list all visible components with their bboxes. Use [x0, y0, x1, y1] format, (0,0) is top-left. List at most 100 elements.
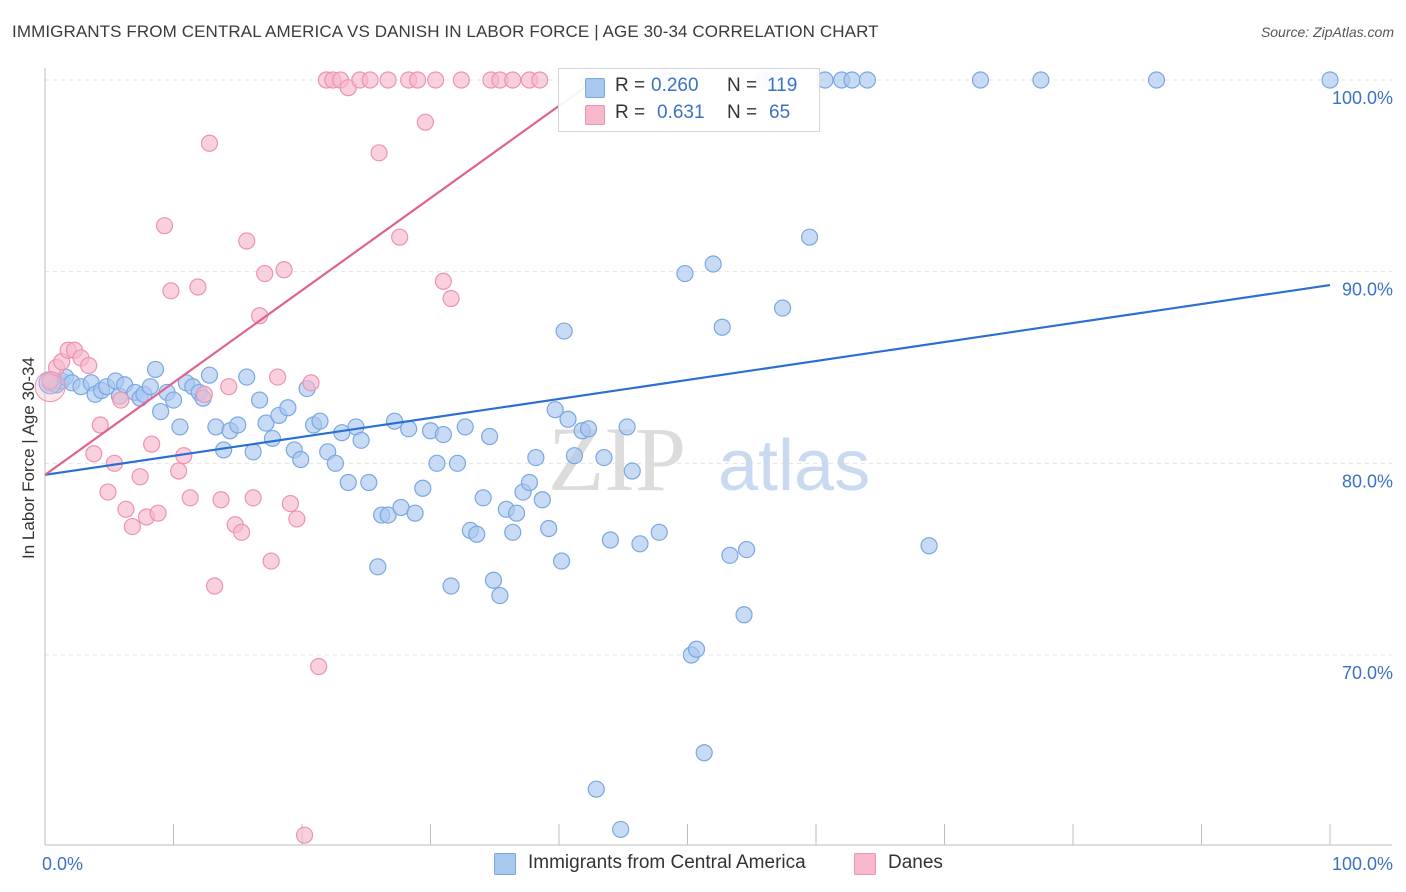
central-america-point: [504, 523, 522, 541]
legend-n-label: N =: [727, 75, 758, 96]
danes-point: [34, 371, 66, 403]
central-america-point: [352, 431, 370, 449]
danes-point: [416, 113, 434, 131]
legend-n-label: N =: [727, 102, 758, 123]
central-america-point: [238, 368, 256, 386]
central-america-point: [552, 552, 571, 570]
central-america-point: [631, 535, 649, 553]
central-america-point: [1032, 71, 1050, 89]
central-america-point: [843, 71, 861, 89]
y-tick-label: 90.0%: [1342, 280, 1393, 300]
danes-point: [181, 489, 199, 507]
central-america-point: [920, 537, 938, 555]
central-america-point: [546, 401, 564, 419]
central-america-point: [279, 399, 297, 417]
danes-point: [85, 445, 103, 463]
danes-point: [189, 278, 207, 296]
legend-r-value: 0.631: [657, 102, 705, 123]
bottom-legend-swatch-central-america: [494, 853, 516, 875]
central-america-point: [369, 558, 387, 576]
central-america-point: [257, 414, 275, 432]
central-america-point: [428, 454, 446, 472]
central-america-point: [721, 546, 739, 564]
legend-n-value: 119: [767, 75, 798, 96]
central-america-point: [200, 366, 219, 384]
central-america-point: [773, 299, 792, 317]
danes-point: [288, 510, 306, 528]
danes-point: [391, 228, 409, 246]
central-america-point: [474, 489, 492, 507]
legend-swatch-central-america: [585, 78, 605, 98]
legend-r-label: R =: [615, 102, 646, 123]
central-america-point: [695, 744, 713, 762]
danes-point: [80, 356, 98, 375]
central-america-point: [735, 606, 753, 624]
y-tick-label: 70.0%: [1342, 663, 1393, 683]
danes-point: [112, 391, 130, 409]
legend-r-label: R =: [615, 75, 646, 96]
danes-point: [504, 71, 522, 89]
watermark: ZIP atlas: [548, 408, 870, 510]
danes-point: [233, 523, 251, 541]
danes-point: [117, 500, 135, 518]
danes-point: [370, 144, 388, 162]
central-america-point: [442, 577, 460, 595]
danes-point: [162, 282, 180, 300]
danes-point: [238, 232, 256, 250]
danes-point: [244, 489, 262, 507]
central-america-point: [1147, 71, 1166, 89]
series-danes-points: [34, 71, 598, 844]
danes-point: [206, 577, 224, 595]
central-america-point: [971, 71, 990, 89]
central-america-point: [618, 418, 636, 436]
central-america-point: [207, 418, 225, 436]
central-america-point: [595, 448, 613, 467]
central-america-point: [434, 425, 452, 444]
danes-point: [200, 134, 219, 152]
central-america-point: [326, 454, 345, 472]
y-tick-label: 100.0%: [1332, 88, 1393, 108]
danes-point: [434, 272, 452, 290]
bottom-legend-swatch-danes: [854, 853, 876, 875]
danes-point: [427, 71, 445, 89]
central-america-point: [612, 820, 630, 839]
central-america-point: [448, 454, 467, 472]
central-america-point: [559, 410, 577, 428]
central-america-point: [400, 420, 418, 438]
danes-point: [170, 462, 188, 480]
central-america-point: [141, 378, 159, 396]
legend-swatch-danes: [585, 105, 605, 125]
central-america-point: [456, 418, 474, 436]
danes-point: [262, 552, 280, 570]
central-america-point: [800, 228, 819, 246]
grid-lines: [45, 79, 1392, 656]
danes-point: [143, 435, 161, 453]
central-america-point: [507, 504, 526, 522]
central-america-point: [713, 318, 731, 336]
y-axis-label: In Labor Force | Age 30-34: [19, 357, 38, 559]
bottom-legend-label: Immigrants from Central America: [528, 852, 806, 873]
y-tick-label: 80.0%: [1342, 471, 1393, 491]
chart-title: IMMIGRANTS FROM CENTRAL AMERICA VS DANIS…: [12, 22, 879, 41]
danes-point: [361, 71, 379, 89]
x-tick-label: 100.0%: [1332, 854, 1393, 874]
danes-point: [302, 374, 320, 392]
watermark-atlas: atlas: [718, 426, 870, 506]
tick-labels: 70.0% 80.0% 90.0% 100.0% 0.0% 100.0%: [42, 88, 1393, 874]
central-america-point: [587, 780, 605, 798]
central-america-point: [704, 255, 722, 273]
legend-n-value: 65: [769, 102, 791, 123]
central-america-point: [414, 479, 432, 497]
central-america-point: [520, 473, 539, 492]
danes-point: [275, 261, 293, 279]
danes-point: [155, 217, 174, 235]
central-america-point: [229, 416, 247, 434]
central-america-point: [379, 506, 397, 524]
central-america-point: [164, 391, 183, 409]
danes-point: [149, 504, 167, 522]
central-america-point: [533, 491, 551, 509]
source-credit: Source: ZipAtlas.com: [1260, 24, 1394, 40]
central-america-point: [687, 640, 706, 658]
danes-point: [220, 378, 238, 396]
series-central-america-points: [38, 71, 1339, 839]
